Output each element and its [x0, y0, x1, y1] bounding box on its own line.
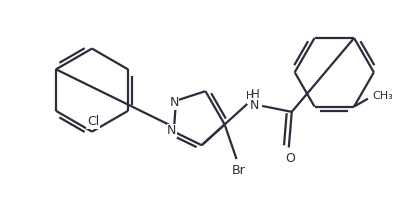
- Text: Cl: Cl: [87, 115, 99, 128]
- Text: H
N: H N: [251, 88, 260, 116]
- Text: Br: Br: [231, 165, 245, 177]
- Text: CH₃: CH₃: [373, 91, 393, 101]
- Text: N: N: [169, 96, 179, 109]
- Text: N: N: [249, 99, 259, 112]
- Text: N: N: [167, 124, 177, 137]
- Text: H: H: [247, 91, 254, 101]
- Text: O: O: [285, 152, 295, 165]
